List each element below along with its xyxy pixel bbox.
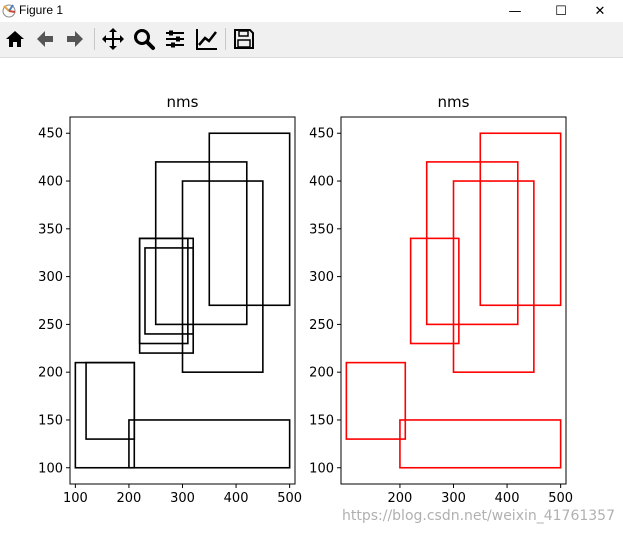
y-tick-label: 450	[309, 127, 334, 142]
x-tick-label: 300	[441, 491, 466, 506]
x-tick-label: 400	[224, 491, 249, 506]
navigation-toolbar	[0, 22, 623, 58]
y-tick-label: 400	[309, 175, 334, 190]
y-tick-label: 100	[38, 461, 63, 476]
axes-left: 100 200 300 400 500 100 150 200 250 300 350 400 450 n…	[38, 93, 302, 506]
x-tick-label: 300	[170, 491, 195, 506]
axes-title: nms	[167, 93, 199, 111]
zoom-button[interactable]	[131, 26, 157, 52]
box-7	[181, 180, 264, 373]
zoom-icon	[134, 29, 155, 50]
y-tick-label: 200	[38, 366, 63, 381]
box-8	[208, 132, 291, 307]
minimize-button[interactable]: —	[492, 0, 538, 22]
matplotlib-logo-icon	[2, 4, 16, 18]
forward-icon	[67, 31, 83, 47]
window-title: Figure 1	[19, 3, 64, 17]
save-button[interactable]	[231, 26, 257, 52]
title-bar: Figure 1 — ☐ ✕	[0, 0, 623, 22]
pan-button[interactable]	[100, 26, 126, 52]
maximize-icon: ☐	[555, 3, 567, 19]
y-tick-label: 350	[309, 222, 334, 237]
y-tick-label: 150	[309, 413, 334, 428]
y-tick-label: 200	[309, 366, 334, 381]
y-tick-label: 400	[38, 175, 63, 190]
subplots-button[interactable]	[162, 26, 188, 52]
y-tick-label: 250	[309, 318, 334, 333]
minimize-icon: —	[508, 3, 522, 19]
y-tick-label: 250	[38, 318, 63, 333]
maximize-button[interactable]: ☐	[538, 0, 584, 22]
box-1	[399, 419, 562, 469]
x-tick-label: 100	[63, 491, 88, 506]
box-5	[479, 132, 562, 307]
box-1	[85, 361, 136, 440]
close-icon: ✕	[594, 3, 606, 19]
box-2	[128, 419, 291, 469]
forward-button[interactable]	[62, 26, 88, 52]
figure-canvas[interactable]: 100 200 300 400 500 100 150 200 250 300 350 400 450 n…	[0, 58, 623, 534]
box-6	[154, 161, 248, 326]
box-4	[144, 247, 195, 335]
toolbar-separator	[94, 28, 95, 50]
close-button[interactable]: ✕	[577, 0, 623, 22]
y-tick-label: 150	[38, 413, 63, 428]
back-icon	[37, 31, 53, 47]
x-tick-label: 500	[277, 491, 302, 506]
x-tick-label: 200	[117, 491, 142, 506]
axes-title: nms	[438, 93, 470, 111]
toolbar-separator	[225, 28, 226, 50]
box-5	[138, 237, 189, 345]
x-tick-label: 500	[548, 491, 573, 506]
edit-curves-button[interactable]	[194, 26, 220, 52]
box-3	[138, 237, 195, 354]
box-2	[409, 237, 460, 345]
edit-curves-icon	[196, 29, 217, 50]
home-button[interactable]	[2, 26, 28, 52]
y-tick-label: 350	[38, 222, 63, 237]
x-tick-label: 200	[388, 491, 413, 506]
box-0	[74, 361, 136, 469]
y-tick-label: 300	[309, 270, 334, 285]
save-icon	[234, 29, 254, 49]
box-4	[452, 180, 535, 373]
pan-icon	[102, 28, 124, 50]
y-tick-label: 300	[38, 270, 63, 285]
y-tick-label: 450	[38, 127, 63, 142]
watermark-text: https://blog.csdn.net/weixin_41761357	[341, 508, 615, 524]
y-tick-label: 100	[309, 461, 334, 476]
home-icon	[6, 31, 24, 47]
box-3	[425, 161, 519, 326]
x-tick-label: 400	[495, 491, 520, 506]
subplots-icon	[166, 30, 184, 48]
box-0	[345, 361, 407, 440]
axes-right: 200 300 400 500 100 150 200 250 300 350 400 450 nms	[309, 93, 573, 506]
back-button[interactable]	[32, 26, 58, 52]
